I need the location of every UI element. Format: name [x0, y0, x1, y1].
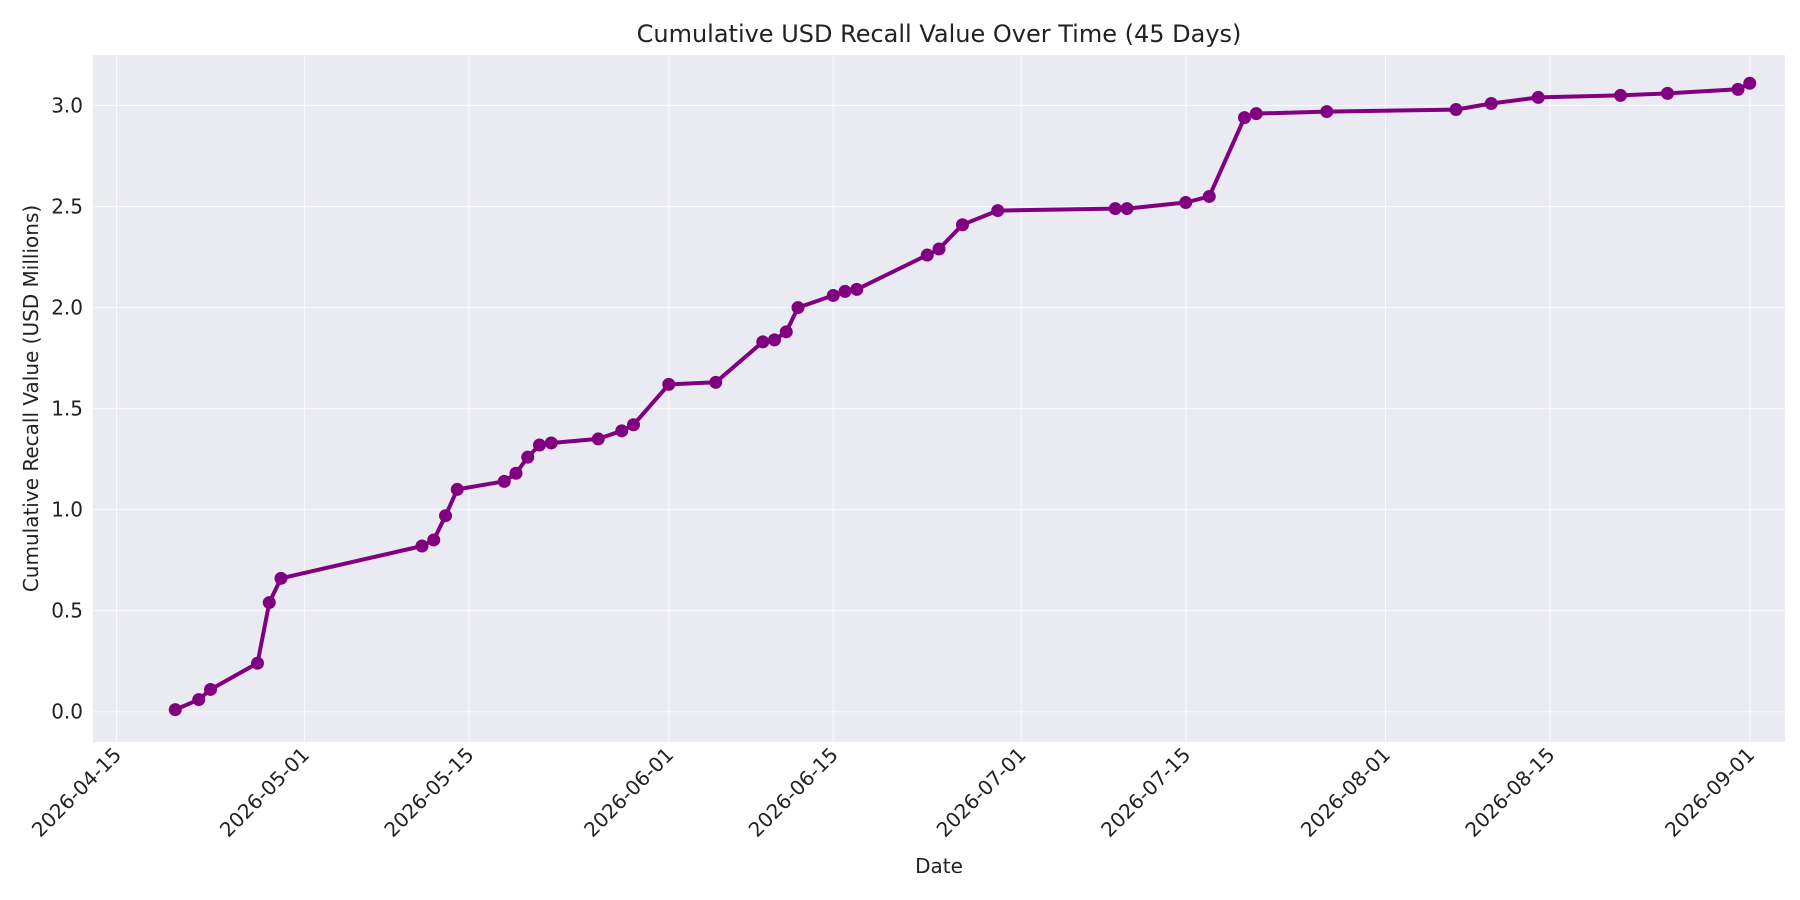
- x-axis-label: Date: [915, 854, 963, 878]
- data-point: [756, 335, 770, 349]
- data-point: [544, 436, 558, 450]
- data-point: [1743, 76, 1757, 90]
- data-point: [627, 418, 640, 432]
- x-tick-label: 2026-05-15: [379, 743, 478, 842]
- data-point: [932, 242, 946, 256]
- data-point: [439, 509, 452, 523]
- data-point: [509, 466, 523, 480]
- y-tick-label: 1.0: [51, 498, 83, 522]
- y-axis-ticks: 0.0 0.5 1.0 1.5 2.0 2.5 3.0: [51, 94, 83, 724]
- data-point: [826, 288, 840, 302]
- data-point: [1120, 202, 1134, 216]
- x-tick-label: 2026-07-01: [932, 743, 1031, 842]
- data-point: [709, 375, 723, 389]
- x-tick-label: 2026-09-01: [1660, 743, 1759, 842]
- data-point: [521, 450, 535, 464]
- data-point: [450, 482, 464, 496]
- data-point: [1249, 107, 1263, 121]
- x-axis-ticks: 2026-04-15 2026-05-01 2026-05-15 2026-06-01…: [27, 743, 1759, 842]
- x-tick-label: 2026-08-01: [1296, 743, 1395, 842]
- data-point: [192, 693, 206, 707]
- x-tick-label: 2026-04-15: [27, 743, 126, 842]
- data-point: [920, 248, 934, 262]
- data-point: [838, 284, 852, 298]
- data-point: [204, 682, 217, 696]
- x-tick-label: 2026-06-01: [579, 743, 678, 842]
- y-axis-label: Cumulative Recall Value (USD Millions): [19, 205, 43, 592]
- data-point: [956, 218, 969, 232]
- data-point: [991, 204, 1005, 218]
- data-point: [1614, 88, 1627, 102]
- data-point: [850, 282, 864, 296]
- data-point: [791, 301, 805, 315]
- y-tick-label: 3.0: [51, 94, 83, 118]
- data-point: [615, 424, 629, 438]
- data-point: [1108, 202, 1122, 216]
- data-point: [168, 703, 182, 717]
- data-point: [779, 325, 793, 339]
- data-point: [415, 539, 429, 553]
- y-tick-label: 2.0: [51, 296, 83, 320]
- x-tick-label: 2026-05-01: [215, 743, 314, 842]
- data-point: [1202, 189, 1216, 203]
- data-point: [1731, 82, 1745, 96]
- data-point: [427, 533, 441, 547]
- data-point: [274, 571, 288, 585]
- data-point: [533, 438, 546, 452]
- data-point: [1179, 196, 1193, 210]
- data-point: [1484, 96, 1498, 110]
- data-point: [591, 432, 605, 446]
- y-tick-label: 0.0: [51, 700, 83, 724]
- data-point: [1531, 90, 1545, 104]
- series-layer: [168, 76, 1757, 717]
- data-point: [1238, 111, 1251, 125]
- data-point: [262, 596, 276, 610]
- data-point: [662, 377, 676, 391]
- x-tick-label: 2026-06-15: [744, 743, 843, 842]
- x-tick-label: 2026-08-15: [1460, 743, 1559, 842]
- data-point: [1661, 86, 1674, 100]
- plot-background: [93, 55, 1785, 742]
- data-point: [1449, 103, 1463, 117]
- data-point: [1320, 105, 1334, 119]
- data-point: [497, 474, 511, 488]
- chart-title: Cumulative USD Recall Value Over Time (4…: [637, 20, 1242, 48]
- data-point: [251, 656, 264, 670]
- y-tick-label: 2.5: [51, 195, 83, 219]
- y-tick-label: 0.5: [51, 599, 83, 623]
- x-tick-label: 2026-07-15: [1096, 743, 1195, 842]
- y-tick-label: 1.5: [51, 397, 83, 421]
- grid-layer: [93, 55, 1785, 742]
- data-point: [768, 333, 781, 347]
